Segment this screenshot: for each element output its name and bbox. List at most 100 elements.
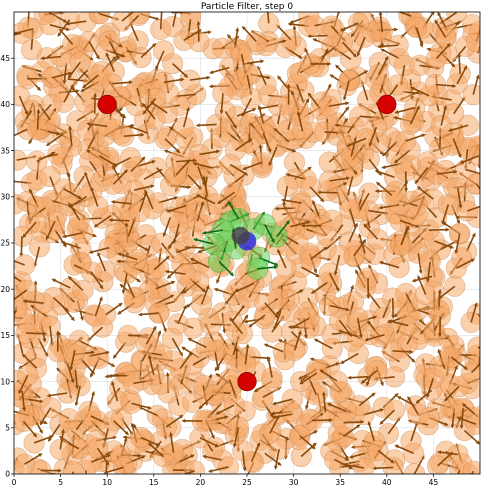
particle [53, 178, 83, 200]
particle-heading [52, 278, 71, 289]
particle [276, 24, 302, 51]
x-tick-label: 35 [335, 478, 345, 487]
particle [232, 440, 254, 472]
particle [138, 404, 168, 426]
particle [22, 211, 47, 239]
particle [440, 346, 469, 371]
particle-arrowhead [175, 6, 179, 10]
particle-arrowhead [300, 223, 305, 228]
particle-arrowhead [335, 64, 340, 69]
particle-arrowhead [90, 370, 95, 375]
particle [394, 442, 425, 464]
particle-heading [87, 122, 108, 128]
particle-arrowhead [256, 442, 261, 447]
particle-heading [131, 402, 151, 410]
particle-arrowhead [446, 42, 451, 48]
particle-heading [235, 282, 255, 292]
particle-arrowhead [201, 288, 207, 293]
particle-arrowhead [394, 110, 399, 114]
particle-arrowhead [253, 388, 259, 392]
particle-heading [63, 188, 82, 200]
particle [462, 460, 480, 474]
particle-arrowhead [416, 105, 420, 110]
particle-arrowhead [274, 314, 279, 319]
particle-heading [199, 437, 219, 447]
particle-arrowhead [371, 392, 376, 397]
particle-arrowhead [75, 385, 79, 390]
particle [102, 169, 129, 195]
particle [426, 42, 451, 69]
particle-arrowhead [90, 186, 94, 192]
particle-heading [465, 168, 480, 175]
particle [103, 456, 135, 474]
particle-arrowhead [36, 86, 42, 92]
particle-arrowhead [226, 34, 232, 39]
particle [290, 307, 320, 329]
particle-arrowhead [144, 247, 149, 251]
particle-arrowhead [457, 153, 462, 159]
particle [113, 125, 145, 147]
particle-arrowhead [366, 294, 371, 300]
particle-heading [475, 183, 480, 191]
particle-arrowhead [170, 280, 176, 285]
particle-heading [197, 123, 217, 127]
particle-heading [203, 176, 209, 197]
particle-arrowhead [345, 106, 350, 111]
particle-arrowhead [235, 66, 240, 71]
particle-arrowhead [62, 80, 67, 85]
particle-heading [264, 452, 282, 466]
particle-heading [328, 272, 340, 291]
particle [130, 426, 161, 449]
particle-arrowhead [116, 259, 121, 264]
particle-arrowhead [143, 191, 147, 197]
particle-arrowhead [182, 304, 187, 310]
likely-particle-heading [194, 238, 214, 245]
particle-arrowhead [266, 75, 271, 80]
particle-heading [153, 256, 170, 271]
particle-heading [347, 137, 367, 147]
particle-heading [14, 289, 28, 301]
particle-arrowhead [312, 199, 316, 205]
x-tick-label: 0 [12, 478, 17, 487]
particle-heading [122, 273, 128, 293]
particle-heading [440, 106, 447, 126]
particle-heading [358, 392, 376, 407]
particle-arrowhead [217, 200, 222, 205]
particle [137, 302, 170, 324]
particle-arrowhead [22, 299, 27, 304]
particle-heading [91, 454, 111, 463]
particle [49, 428, 71, 460]
particle [276, 175, 298, 207]
particle-arrowhead [200, 200, 205, 206]
particle-arrowhead [470, 258, 476, 263]
particle-arrowhead [244, 314, 249, 319]
particle [78, 30, 100, 60]
particle [219, 154, 249, 176]
particle-arrowhead [92, 233, 97, 238]
particle-heading [235, 138, 253, 151]
particle-heading [39, 407, 52, 425]
particle-heading [340, 22, 359, 32]
particle-arrowhead [390, 459, 395, 464]
particle-heading [450, 356, 468, 370]
particle-heading [47, 392, 68, 397]
particle-heading [14, 468, 15, 471]
particle-heading [22, 221, 37, 238]
particle-arrowhead [186, 159, 191, 164]
particle-arrowhead [358, 233, 362, 238]
particle-arrowhead [58, 28, 64, 33]
particle-arrowhead [260, 59, 265, 64]
particle [390, 225, 412, 256]
particle-arrowhead [321, 391, 326, 396]
particle-arrowhead [319, 369, 324, 374]
particle [447, 177, 469, 209]
particle-heading [24, 453, 42, 465]
particle [280, 192, 313, 214]
particle-arrowhead [415, 399, 420, 404]
particle-heading [409, 106, 420, 125]
particle [46, 382, 78, 404]
particle-body [14, 299, 28, 321]
particle-body [465, 413, 480, 435]
particle-heading [392, 350, 413, 353]
